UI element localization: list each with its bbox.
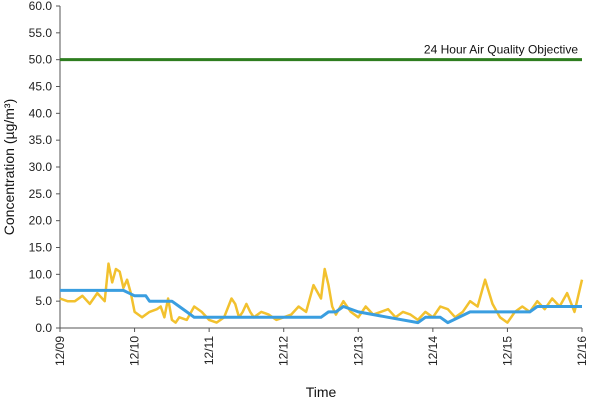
x-tick-label: 12/09 (53, 336, 67, 366)
x-tick-label: 12/15 (500, 336, 514, 366)
y-tick-label: 40.0 (29, 106, 53, 120)
y-tick-label: 35.0 (29, 133, 53, 147)
y-tick-label: 50.0 (29, 53, 53, 67)
objective-label: 24 Hour Air Quality Objective (424, 43, 578, 57)
y-tick-label: 5.0 (35, 294, 52, 308)
x-tick-label: 12/13 (351, 336, 365, 366)
x-tick-label: 12/12 (277, 336, 291, 366)
series-line-2 (60, 288, 582, 325)
y-axis-ticks: 0.0 5.0 10.0 15.0 20.0 25.0 30.0 35.0 40.0 45.0 50… (29, 0, 60, 335)
y-axis-title: Concentration (µg/m³) (1, 99, 17, 235)
x-tick-label: 12/14 (426, 336, 440, 366)
series-line-1 (59, 262, 584, 324)
x-axis-ticks: 12/09 12/10 12/11 12/12 12/13 12/14 12/15 12/16 (53, 328, 589, 366)
x-tick-label: 12/10 (128, 336, 142, 366)
y-tick-label: 30.0 (29, 160, 53, 174)
x-axis-title: Time (306, 384, 337, 400)
y-tick-label: 45.0 (29, 80, 53, 94)
y-tick-label: 0.0 (35, 321, 52, 335)
x-tick-label: 12/16 (575, 336, 589, 366)
y-tick-label: 15.0 (29, 241, 53, 255)
y-tick-label: 60.0 (29, 0, 53, 13)
x-tick-label: 12/11 (202, 336, 216, 365)
series-group (59, 262, 584, 325)
y-tick-label: 25.0 (29, 187, 53, 201)
y-tick-label: 20.0 (29, 214, 53, 228)
y-tick-label: 55.0 (29, 26, 53, 40)
y-tick-label: 10.0 (29, 267, 53, 281)
